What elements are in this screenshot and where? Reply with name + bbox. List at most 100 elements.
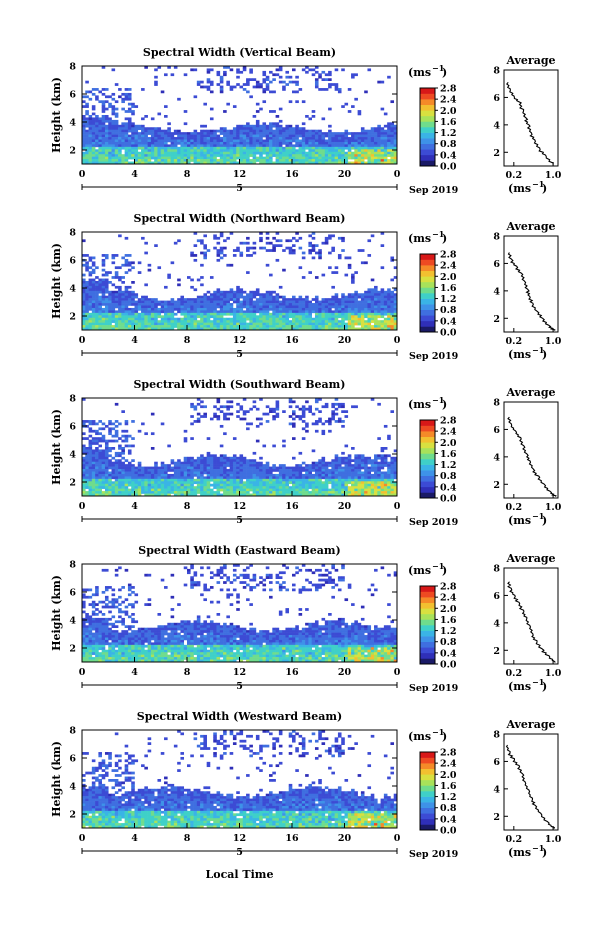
heatmap-cell bbox=[314, 134, 319, 138]
heatmap-cell bbox=[262, 305, 267, 309]
heatmap-cell bbox=[164, 327, 168, 331]
heatmap-cell bbox=[232, 437, 237, 440]
heatmap-cell bbox=[229, 327, 234, 331]
heatmap-cell bbox=[341, 295, 345, 299]
heatmap-cell bbox=[104, 305, 109, 309]
heatmap-cell bbox=[121, 471, 125, 475]
heatmap-cell bbox=[150, 476, 155, 480]
heatmap-cell bbox=[167, 310, 171, 314]
heatmap-cell bbox=[318, 141, 322, 145]
heatmap-cell bbox=[118, 95, 122, 99]
heatmap-cell bbox=[170, 139, 175, 143]
heatmap-cell bbox=[390, 122, 395, 126]
x-tick-label: 0 bbox=[394, 169, 401, 180]
heatmap-cell bbox=[259, 456, 263, 460]
heatmap-cell bbox=[292, 478, 296, 482]
heatmap-cell bbox=[226, 293, 230, 296]
heatmap-cell bbox=[88, 456, 93, 460]
heatmap-cell bbox=[144, 488, 148, 492]
heatmap-cell bbox=[82, 127, 86, 130]
heatmap-cell bbox=[308, 68, 312, 72]
heatmap-cell bbox=[127, 261, 132, 265]
heatmap-cell bbox=[98, 461, 102, 465]
heatmap-cell bbox=[295, 127, 299, 130]
heatmap-cell bbox=[295, 159, 299, 162]
heatmap-cell bbox=[265, 137, 270, 140]
heatmap-cell bbox=[360, 129, 365, 133]
heatmap-cell bbox=[121, 129, 125, 133]
heatmap-cell bbox=[265, 310, 270, 314]
heatmap-cell bbox=[318, 251, 322, 255]
heatmap-cell bbox=[380, 307, 385, 311]
heatmap-cell bbox=[383, 132, 388, 135]
heatmap-cell bbox=[173, 478, 178, 482]
heatmap-cell bbox=[118, 146, 122, 150]
heatmap-cell bbox=[203, 471, 207, 475]
heatmap-cell bbox=[144, 144, 148, 148]
heatmap-cell bbox=[292, 469, 296, 472]
heatmap-cell bbox=[183, 305, 188, 309]
heatmap-cell bbox=[380, 305, 385, 309]
heatmap-cell bbox=[108, 320, 112, 323]
heatmap-cell bbox=[131, 261, 135, 265]
heatmap-cell bbox=[160, 141, 165, 145]
heatmap-cell bbox=[193, 132, 198, 135]
heatmap-cell bbox=[262, 151, 267, 155]
heatmap-cell bbox=[121, 134, 125, 138]
heatmap-cell bbox=[114, 254, 119, 257]
heatmap-cell bbox=[131, 493, 135, 497]
heatmap-cell bbox=[252, 471, 257, 475]
profile-line bbox=[507, 252, 556, 331]
heatmap-cell bbox=[314, 295, 319, 299]
heatmap-cell bbox=[357, 146, 362, 150]
heatmap-cell bbox=[219, 315, 224, 319]
heatmap-cell bbox=[193, 461, 198, 465]
heatmap-cell bbox=[111, 154, 116, 157]
heatmap-cell bbox=[200, 486, 204, 489]
heatmap-cell bbox=[387, 159, 391, 162]
heatmap-cell bbox=[206, 144, 211, 148]
heatmap-cell bbox=[275, 161, 280, 165]
heatmap-cell bbox=[272, 320, 276, 323]
heatmap-cell bbox=[272, 315, 276, 319]
heatmap-cell bbox=[108, 149, 112, 153]
heatmap-cell bbox=[203, 461, 207, 465]
heatmap-cell bbox=[265, 146, 270, 150]
heatmap-cell bbox=[88, 454, 93, 458]
heatmap-cell bbox=[193, 466, 198, 470]
heatmap-cell bbox=[236, 144, 240, 148]
heatmap-cell bbox=[154, 473, 158, 477]
heatmap-cell bbox=[104, 488, 109, 492]
heatmap-cell bbox=[213, 315, 217, 319]
heatmap-cell bbox=[91, 310, 96, 314]
heatmap-cell bbox=[383, 154, 388, 157]
heatmap-cell bbox=[183, 325, 188, 328]
heatmap-cell bbox=[255, 137, 260, 140]
heatmap-cell bbox=[150, 310, 155, 314]
heatmap-cell bbox=[275, 466, 280, 470]
heatmap-cell bbox=[393, 129, 398, 133]
heatmap-cell bbox=[272, 295, 276, 299]
heatmap-cell bbox=[213, 456, 217, 460]
heatmap-cell bbox=[387, 124, 391, 128]
heatmap-cell bbox=[124, 464, 129, 467]
heatmap-cell bbox=[239, 149, 244, 153]
heatmap-cell bbox=[91, 429, 96, 433]
heatmap-cell bbox=[91, 298, 96, 301]
heatmap-cell bbox=[259, 466, 263, 470]
heatmap-cell bbox=[160, 464, 165, 467]
heatmap-cell bbox=[91, 124, 96, 128]
heatmap-cell bbox=[314, 141, 319, 145]
heatmap-cell bbox=[337, 481, 342, 485]
heatmap-cell bbox=[383, 303, 388, 306]
heatmap-cell bbox=[377, 80, 381, 84]
heatmap-cell bbox=[288, 488, 293, 492]
heatmap-cell bbox=[269, 122, 273, 126]
heatmap-cell bbox=[85, 146, 89, 150]
heatmap-cell bbox=[82, 144, 86, 148]
heatmap-cell bbox=[236, 290, 240, 294]
heatmap-cell bbox=[147, 303, 152, 306]
heatmap-cell bbox=[328, 420, 332, 423]
heatmap-cell bbox=[232, 85, 237, 89]
heatmap-cell bbox=[387, 134, 391, 138]
